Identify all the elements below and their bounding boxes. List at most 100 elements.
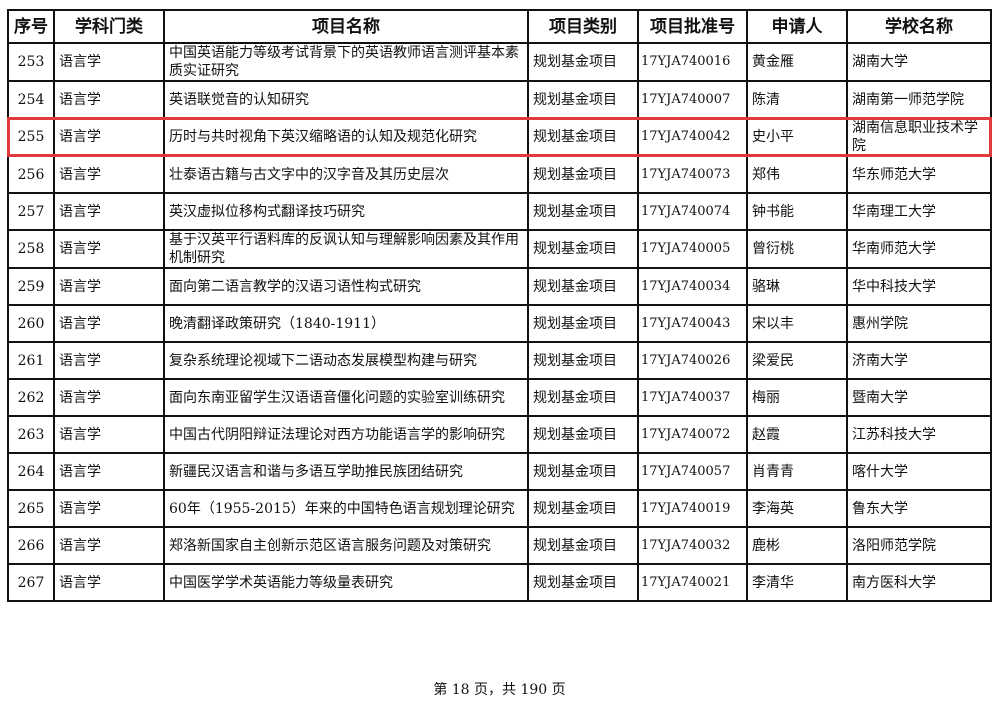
cell-project-type: 规划基金项目	[527, 155, 639, 194]
cell-project-name: 中国医学学术英语能力等级量表研究	[163, 563, 529, 602]
cell-index: 258	[7, 229, 55, 269]
cell-project-type: 规划基金项目	[527, 489, 639, 528]
cell-approval-number: 17YJA740005	[637, 229, 748, 269]
cell-discipline: 语言学	[53, 526, 165, 565]
cell-index: 264	[7, 452, 55, 491]
cell-school-name: 鲁东大学	[846, 489, 992, 528]
cell-applicant: 骆琳	[746, 267, 848, 306]
cell-index: 257	[7, 192, 55, 231]
cell-approval-number: 17YJA740073	[637, 155, 748, 194]
table-row: 258 语言学 基于汉英平行语料库的反讽认知与理解影响因素及其作用机制研究 规划基金项…	[7, 229, 992, 269]
cell-project-name: 面向东南亚留学生汉语语音僵化问题的实验室训练研究	[163, 378, 529, 417]
cell-applicant: 肖青青	[746, 452, 848, 491]
table-row: 253 语言学 中国英语能力等级考试背景下的英语教师语言测评基本素质实证研究 规划基金…	[7, 42, 992, 82]
cell-school-name: 惠州学院	[846, 304, 992, 343]
cell-school-name: 华南师范大学	[846, 229, 992, 269]
cell-project-type: 规划基金项目	[527, 229, 639, 269]
cell-approval-number: 17YJA740007	[637, 80, 748, 119]
header-school-name: 学校名称	[846, 9, 992, 44]
table-row: 263 语言学 中国古代阴阳辩证法理论对西方功能语言学的影响研究 规划基金项目 17YJ…	[7, 415, 992, 454]
cell-project-type: 规划基金项目	[527, 452, 639, 491]
cell-applicant: 曾衍桃	[746, 229, 848, 269]
cell-project-type: 规划基金项目	[527, 526, 639, 565]
cell-project-name: 60年（1955-2015）年来的中国特色语言规划理论研究	[163, 489, 529, 528]
cell-applicant: 黄金雁	[746, 42, 848, 82]
cell-applicant: 梁爱民	[746, 341, 848, 380]
table-row: 262 语言学 面向东南亚留学生汉语语音僵化问题的实验室训练研究 规划基金项目 17YJ…	[7, 378, 992, 417]
cell-index: 267	[7, 563, 55, 602]
cell-approval-number: 17YJA740072	[637, 415, 748, 454]
table-row-highlighted: 255 语言学 历时与共时视角下英汉缩略语的认知及规范化研究 规划基金项目 17YJA7…	[7, 117, 992, 157]
cell-discipline: 语言学	[53, 489, 165, 528]
header-discipline: 学科门类	[53, 9, 165, 44]
cell-index: 259	[7, 267, 55, 306]
cell-index: 262	[7, 378, 55, 417]
cell-school-name: 华南理工大学	[846, 192, 992, 231]
cell-applicant: 赵霞	[746, 415, 848, 454]
header-applicant: 申请人	[746, 9, 848, 44]
cell-discipline: 语言学	[53, 415, 165, 454]
cell-project-name: 复杂系统理论视域下二语动态发展模型构建与研究	[163, 341, 529, 380]
cell-approval-number: 17YJA740057	[637, 452, 748, 491]
cell-project-name: 英汉虚拟位移构式翻译技巧研究	[163, 192, 529, 231]
cell-discipline: 语言学	[53, 229, 165, 269]
header-project-type: 项目类别	[527, 9, 639, 44]
cell-applicant: 郑伟	[746, 155, 848, 194]
cell-discipline: 语言学	[53, 155, 165, 194]
cell-school-name: 湖南大学	[846, 42, 992, 82]
cell-project-type: 规划基金项目	[527, 267, 639, 306]
cell-approval-number: 17YJA740016	[637, 42, 748, 82]
cell-school-name: 洛阳师范学院	[846, 526, 992, 565]
cell-project-name: 晚清翻译政策研究（1840-1911）	[163, 304, 529, 343]
cell-index: 255	[7, 117, 55, 157]
cell-approval-number: 17YJA740021	[637, 563, 748, 602]
cell-project-type: 规划基金项目	[527, 415, 639, 454]
cell-approval-number: 17YJA740043	[637, 304, 748, 343]
cell-applicant: 宋以丰	[746, 304, 848, 343]
cell-school-name: 暨南大学	[846, 378, 992, 417]
cell-school-name: 南方医科大学	[846, 563, 992, 602]
cell-project-name: 基于汉英平行语料库的反讽认知与理解影响因素及其作用机制研究	[163, 229, 529, 269]
cell-school-name: 湖南信息职业技术学院	[846, 117, 992, 157]
cell-discipline: 语言学	[53, 341, 165, 380]
cell-project-name: 新疆民汉语言和谐与多语互学助推民族团结研究	[163, 452, 529, 491]
cell-project-name: 历时与共时视角下英汉缩略语的认知及规范化研究	[163, 117, 529, 157]
cell-applicant: 李海英	[746, 489, 848, 528]
cell-project-name: 中国英语能力等级考试背景下的英语教师语言测评基本素质实证研究	[163, 42, 529, 82]
cell-project-name: 英语联觉音的认知研究	[163, 80, 529, 119]
cell-discipline: 语言学	[53, 267, 165, 306]
cell-applicant: 史小平	[746, 117, 848, 157]
table-row: 264 语言学 新疆民汉语言和谐与多语互学助推民族团结研究 规划基金项目 17YJA74…	[7, 452, 992, 491]
cell-school-name: 喀什大学	[846, 452, 992, 491]
table-row: 260 语言学 晚清翻译政策研究（1840-1911） 规划基金项目 17YJA7400…	[7, 304, 992, 343]
cell-index: 261	[7, 341, 55, 380]
cell-project-type: 规划基金项目	[527, 42, 639, 82]
cell-approval-number: 17YJA740019	[637, 489, 748, 528]
cell-discipline: 语言学	[53, 192, 165, 231]
header-index: 序号	[7, 9, 55, 44]
cell-index: 254	[7, 80, 55, 119]
cell-project-type: 规划基金项目	[527, 341, 639, 380]
table-row: 266 语言学 郑洛新国家自主创新示范区语言服务问题及对策研究 规划基金项目 17YJA…	[7, 526, 992, 565]
cell-index: 263	[7, 415, 55, 454]
cell-school-name: 江苏科技大学	[846, 415, 992, 454]
cell-discipline: 语言学	[53, 452, 165, 491]
cell-index: 253	[7, 42, 55, 82]
cell-project-name: 壮泰语古籍与古文字中的汉字音及其历史层次	[163, 155, 529, 194]
table-row: 267 语言学 中国医学学术英语能力等级量表研究 规划基金项目 17YJA740021 李…	[7, 563, 992, 602]
cell-discipline: 语言学	[53, 378, 165, 417]
table-row: 265 语言学 60年（1955-2015）年来的中国特色语言规划理论研究 规划基金项…	[7, 489, 992, 528]
cell-index: 256	[7, 155, 55, 194]
cell-approval-number: 17YJA740074	[637, 192, 748, 231]
cell-school-name: 华中科技大学	[846, 267, 992, 306]
table-row: 254 语言学 英语联觉音的认知研究 规划基金项目 17YJA740007 陈清 湖南第一师…	[7, 80, 992, 119]
cell-project-type: 规划基金项目	[527, 192, 639, 231]
cell-project-type: 规划基金项目	[527, 304, 639, 343]
cell-project-type: 规划基金项目	[527, 80, 639, 119]
cell-project-type: 规划基金项目	[527, 117, 639, 157]
page-number: 第 18 页，共 190 页	[433, 682, 566, 698]
header-row: 序号 学科门类 项目名称 项目类别 项目批准号 申请人 学校名称	[7, 9, 992, 44]
cell-discipline: 语言学	[53, 563, 165, 602]
cell-discipline: 语言学	[53, 304, 165, 343]
cell-project-name: 中国古代阴阳辩证法理论对西方功能语言学的影响研究	[163, 415, 529, 454]
